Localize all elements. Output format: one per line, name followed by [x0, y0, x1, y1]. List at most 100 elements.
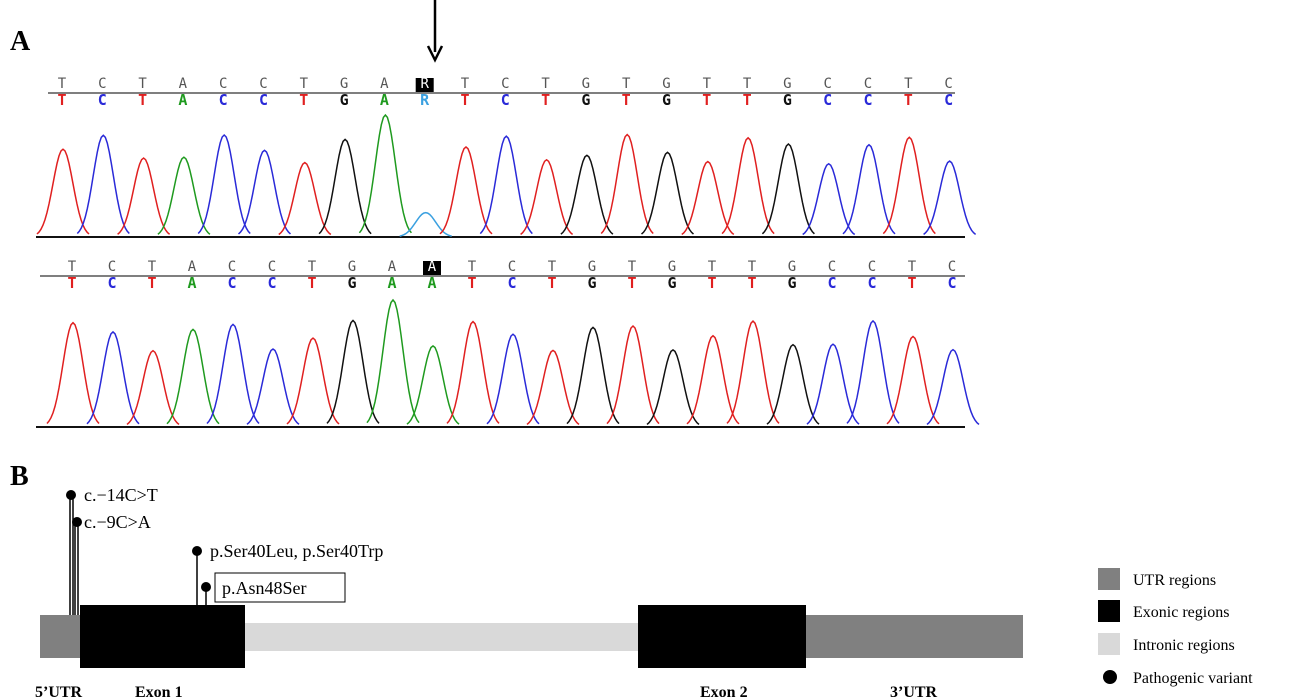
called-base: T: [460, 91, 469, 109]
peak: [37, 149, 89, 234]
called-base: C: [259, 91, 268, 109]
reference-base: A: [388, 259, 397, 275]
reference-base: C: [501, 76, 509, 92]
called-base: T: [57, 91, 66, 109]
reference-base: T: [58, 76, 67, 92]
legend-swatch: [1098, 633, 1120, 655]
legend-label: Pathogenic variant: [1133, 670, 1253, 687]
called-base: C: [219, 91, 228, 109]
reference-base: T: [904, 76, 913, 92]
reference-base: T: [468, 259, 477, 275]
called-base: T: [743, 91, 752, 109]
peak: [762, 144, 814, 234]
reference-base: A: [179, 76, 188, 92]
reference-base: C: [868, 259, 876, 275]
called-base: G: [587, 274, 596, 292]
called-base: T: [627, 274, 636, 292]
peak: [158, 157, 210, 234]
reference-base: T: [300, 76, 309, 92]
called-base: T: [541, 91, 550, 109]
peak: [843, 145, 895, 234]
peak: [359, 115, 411, 233]
called-base: T: [747, 274, 756, 292]
reference-base: G: [588, 259, 596, 275]
reference-base: G: [668, 259, 676, 275]
legend-swatch: [1098, 600, 1120, 622]
figure: A TTCCTTAACCCCTTGGAARRTTCCTTGGTTGGTTTTGG…: [0, 0, 1303, 700]
peak: [561, 155, 613, 234]
called-base: G: [581, 91, 590, 109]
peak: [279, 163, 331, 235]
peak: [247, 349, 299, 424]
reference-base: T: [748, 259, 757, 275]
called-base: C: [507, 274, 516, 292]
peak: [319, 139, 371, 233]
reference-base: G: [348, 259, 356, 275]
reference-base: C: [508, 259, 516, 275]
peak: [487, 334, 539, 424]
peak: [480, 136, 532, 233]
reference-base: A: [428, 259, 437, 275]
reference-base: T: [548, 259, 557, 275]
utr: [806, 615, 1023, 658]
reference-base: T: [628, 259, 637, 275]
called-base: A: [387, 274, 396, 292]
peak: [687, 336, 739, 424]
called-base: C: [501, 91, 510, 109]
reference-base: T: [703, 76, 712, 92]
legend-label: Intronic regions: [1133, 637, 1235, 654]
peak: [642, 152, 694, 234]
peak: [883, 137, 935, 233]
reference-base: G: [783, 76, 791, 92]
peak: [924, 161, 976, 234]
called-base: G: [662, 91, 671, 109]
called-base: T: [702, 91, 711, 109]
region-label: 3’UTR: [890, 684, 938, 700]
peak: [47, 323, 99, 424]
called-base: T: [67, 274, 76, 292]
peak: [447, 322, 499, 424]
peak: [887, 337, 939, 424]
reference-base: C: [219, 76, 227, 92]
reference-base: T: [68, 259, 77, 275]
called-base: G: [347, 274, 356, 292]
peak: [807, 344, 859, 424]
peak: [803, 164, 855, 235]
peak: [601, 135, 653, 234]
panel-label: B: [10, 461, 29, 492]
called-base: C: [863, 91, 872, 109]
called-base: G: [787, 274, 796, 292]
peak: [567, 327, 619, 423]
legend-label: Exonic regions: [1133, 604, 1229, 621]
exon: [638, 605, 806, 668]
region-label: 5’UTR: [35, 684, 83, 700]
called-base: C: [267, 274, 276, 292]
called-base: T: [467, 274, 476, 292]
region-label: Exon 2: [700, 684, 748, 700]
reference-base: C: [268, 259, 276, 275]
called-base: C: [944, 91, 953, 109]
reference-base: T: [138, 76, 147, 92]
region-label: Exon 1: [135, 684, 183, 700]
reference-base: T: [743, 76, 752, 92]
called-base: T: [138, 91, 147, 109]
peak: [847, 321, 899, 424]
chromatograms: TTCCTTAACCCCTTGGAARRTTCCTTGGTTGGTTTTGGCC…: [36, 76, 979, 427]
reference-base: A: [380, 76, 389, 92]
legend-swatch: [1103, 670, 1117, 684]
peak: [647, 350, 699, 425]
reference-base: T: [461, 76, 470, 92]
peak: [198, 135, 250, 234]
panel-label: A: [10, 26, 31, 57]
variant-label: c.−9C>A: [84, 512, 151, 532]
peak: [521, 160, 573, 235]
reference-base: T: [908, 259, 917, 275]
reference-base: C: [864, 76, 872, 92]
called-base: G: [340, 91, 349, 109]
variant-label: p.Asn48Ser: [222, 578, 307, 598]
reference-base: G: [662, 76, 670, 92]
called-base: G: [783, 91, 792, 109]
reference-base: C: [948, 259, 956, 275]
peak: [727, 321, 779, 423]
reference-base: T: [148, 259, 157, 275]
